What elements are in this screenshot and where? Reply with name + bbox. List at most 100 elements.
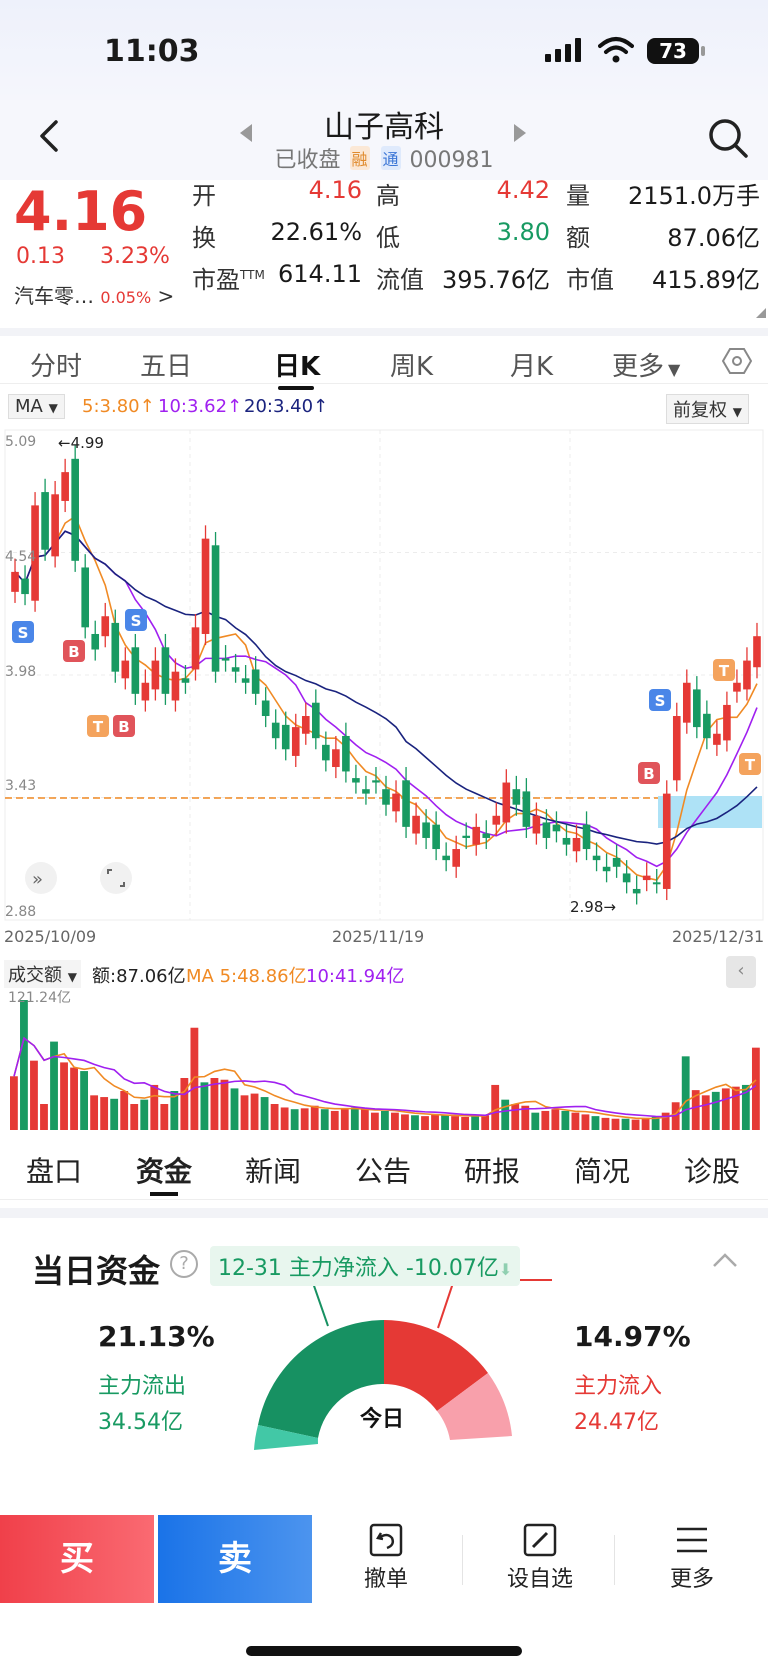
volume-bar bbox=[30, 1060, 38, 1130]
volume-bar bbox=[581, 1114, 590, 1130]
volume-bar bbox=[290, 1109, 299, 1130]
prev-stock-icon[interactable] bbox=[238, 122, 254, 144]
volume-bar bbox=[150, 1084, 159, 1130]
tab-funds[interactable]: 资金 bbox=[136, 1155, 193, 1188]
tab-daily-k[interactable]: 日K bbox=[274, 352, 321, 382]
signal-sell-badge bbox=[125, 609, 147, 631]
tab-intraday[interactable]: 分时 bbox=[30, 352, 83, 382]
search-icon[interactable] bbox=[706, 116, 750, 160]
inflow-label: 主力流入 bbox=[574, 1374, 663, 1399]
fund-title: 当日资金 bbox=[32, 1252, 161, 1290]
tab-profile[interactable]: 简况 bbox=[574, 1155, 631, 1188]
settings-hex-icon[interactable] bbox=[722, 346, 752, 376]
volume-bar bbox=[160, 1104, 169, 1130]
volume-bar bbox=[661, 1112, 670, 1130]
volume-legend: 成交额 ▼ 额:87.06亿 MA 5:48.86亿 10:41.94亿 ‹ bbox=[0, 956, 768, 988]
candle-body bbox=[201, 538, 210, 634]
candle-body bbox=[221, 658, 230, 661]
ma20-value: 20:3.40↑ bbox=[244, 396, 329, 417]
candle-body bbox=[41, 492, 49, 550]
tab-monthly-k[interactable]: 月K bbox=[510, 352, 554, 382]
sell-button[interactable]: 卖 bbox=[158, 1515, 312, 1603]
next-stock-icon[interactable] bbox=[512, 122, 528, 144]
candle-body bbox=[271, 722, 280, 739]
quote-value: 87.06亿 bbox=[667, 224, 760, 252]
expand-chart-icon[interactable]: » bbox=[25, 862, 57, 894]
net-flow-text: 12-31 主力净流入 -10.07亿 bbox=[218, 1256, 499, 1281]
candle-body bbox=[482, 833, 491, 838]
tab-research[interactable]: 研报 bbox=[464, 1155, 521, 1188]
signal-icon bbox=[545, 38, 581, 62]
period-tabs: 分时 五日 日K 周K 月K 更多 ▼ bbox=[0, 328, 768, 390]
quote-label: 量 bbox=[566, 176, 590, 211]
back-icon[interactable] bbox=[30, 116, 70, 156]
ma-selector[interactable]: MA ▼ bbox=[8, 394, 65, 419]
candle-body bbox=[723, 704, 731, 741]
tab-order-book[interactable]: 盘口 bbox=[26, 1155, 83, 1188]
buy-button[interactable]: 买 bbox=[0, 1515, 154, 1603]
cancel-order-icon bbox=[369, 1523, 403, 1557]
cancel-order-label: 撤单 bbox=[363, 1567, 408, 1592]
cancel-order-button[interactable]: 撤单 bbox=[336, 1523, 436, 1593]
candle-body bbox=[301, 716, 310, 734]
tab-more[interactable]: 更多 ▼ bbox=[612, 346, 680, 383]
candle-body bbox=[151, 660, 160, 690]
ma5-value: 5:3.80↑ bbox=[82, 396, 155, 417]
volume-bar bbox=[711, 1091, 720, 1130]
stock-header: 山子高科 已收盘 融 通 000981 bbox=[0, 100, 768, 180]
sector-link[interactable]: 汽车零… 0.05% > bbox=[14, 280, 174, 309]
candle-body bbox=[402, 780, 410, 827]
help-icon[interactable]: ? bbox=[170, 1250, 198, 1278]
net-flow-badge: 12-31 主力净流入 -10.07亿⬇ bbox=[210, 1246, 521, 1286]
tab-announcements[interactable]: 公告 bbox=[355, 1155, 412, 1188]
dropdown-icon: ▼ bbox=[67, 970, 77, 984]
market-status: 已收盘 bbox=[274, 148, 341, 173]
candle-body bbox=[512, 789, 521, 805]
volume-bar bbox=[220, 1079, 229, 1130]
quote-value: 2151.0万手 bbox=[628, 182, 760, 210]
signal-t-badge bbox=[739, 753, 761, 775]
fullscreen-icon[interactable] bbox=[100, 862, 132, 894]
wifi-icon bbox=[598, 37, 634, 63]
volume-bar bbox=[561, 1110, 570, 1130]
sector-pct: 0.05% bbox=[100, 288, 152, 307]
candle-body bbox=[231, 667, 240, 672]
tab-five-day[interactable]: 五日 bbox=[140, 352, 193, 382]
candle-body bbox=[352, 778, 360, 783]
tab-diagnosis[interactable]: 诊股 bbox=[684, 1155, 741, 1188]
candle-body bbox=[642, 875, 651, 881]
candle-body bbox=[532, 815, 541, 834]
candle-body bbox=[161, 647, 170, 694]
quote-value: 614.11 bbox=[278, 260, 362, 288]
collapse-icon[interactable] bbox=[712, 1252, 738, 1268]
signal-buy-badge bbox=[63, 640, 85, 662]
x-label-mid: 2025/11/19 bbox=[332, 927, 424, 946]
more-button[interactable]: 更多 bbox=[642, 1523, 742, 1593]
volume-bar bbox=[10, 1076, 18, 1130]
candle-body bbox=[91, 633, 100, 650]
candle-body bbox=[452, 849, 460, 867]
candle-body bbox=[693, 689, 701, 728]
volume-ma10-line bbox=[13, 1036, 757, 1118]
tab-weekly-k[interactable]: 周K bbox=[390, 352, 434, 382]
collapse-panel-icon[interactable]: ‹ bbox=[726, 956, 756, 988]
candle-body bbox=[101, 616, 110, 637]
quote-label-text: 量 bbox=[566, 182, 590, 210]
quote-value: 395.76亿 bbox=[442, 266, 550, 294]
outflow-label: 主力流出 bbox=[98, 1374, 187, 1399]
candle-body bbox=[191, 627, 200, 670]
quote-label: 额 bbox=[566, 218, 590, 253]
add-watchlist-button[interactable]: 设自选 bbox=[490, 1523, 590, 1593]
candle-body bbox=[462, 835, 471, 838]
volume-selector-label: 成交额 bbox=[8, 965, 62, 986]
bottom-action-bar: 买 卖 撤单 设自选 更多 bbox=[0, 1515, 768, 1665]
volume-bar bbox=[721, 1088, 730, 1130]
tab-news[interactable]: 新闻 bbox=[245, 1155, 302, 1188]
candle-body bbox=[622, 873, 631, 883]
expand-corner-icon[interactable] bbox=[756, 308, 766, 318]
quote-value: 4.42 bbox=[496, 176, 550, 204]
candle-body bbox=[111, 622, 120, 672]
volume-selector[interactable]: 成交额 ▼ bbox=[4, 960, 81, 988]
adjust-selector[interactable]: 前复权 ▼ bbox=[666, 394, 749, 424]
